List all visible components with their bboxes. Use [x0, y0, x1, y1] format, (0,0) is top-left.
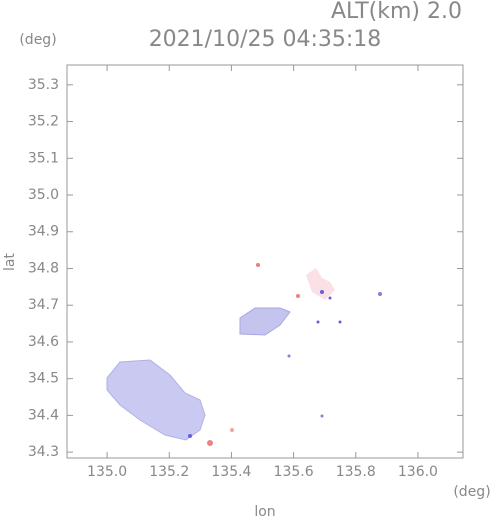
y-tick-label: 35.0 [28, 187, 59, 203]
y-tick-label: 34.4 [28, 407, 59, 423]
x-unit: (deg) [453, 484, 490, 500]
plot-frame [66, 64, 464, 459]
y-unit: (deg) [19, 32, 56, 48]
y-tick-label: 34.8 [28, 260, 59, 276]
y-tick-label: 35.3 [28, 77, 59, 93]
echo-spot [188, 434, 192, 438]
x-tick-label: 135.6 [274, 464, 314, 480]
x-tick-label: 135.0 [87, 464, 127, 480]
altitude-label: ALT(km) 2.0 [331, 0, 462, 24]
y-tick-label: 35.2 [28, 114, 59, 130]
x-tick-label: 136.0 [398, 464, 438, 480]
y-tick-label: 34.3 [28, 444, 59, 460]
x-axis-label: lon [254, 504, 275, 520]
y-tick-label: 34.6 [28, 334, 59, 350]
echo-spot [230, 428, 234, 432]
y-axis-label: lat [2, 253, 18, 271]
y-tick-label: 34.7 [28, 297, 59, 313]
echo-region [239, 307, 291, 336]
echo-field [106, 263, 382, 446]
echo-spot [320, 414, 324, 418]
echo-spot [328, 296, 332, 300]
echo-spot [296, 294, 300, 298]
echo-spot [320, 290, 324, 294]
x-tick-label: 135.4 [211, 464, 251, 480]
echo-region [106, 359, 206, 441]
chart-title: 2021/10/25 04:35:18 [149, 27, 382, 52]
y-tick-label: 34.5 [28, 371, 59, 387]
echo-spot [256, 263, 260, 267]
echo-spot [287, 354, 291, 358]
y-tick-label: 35.1 [28, 150, 59, 166]
echo-spot [316, 320, 320, 324]
echo-spot [378, 292, 382, 296]
x-tick-label: 135.8 [336, 464, 376, 480]
y-tick-label: 34.9 [28, 224, 59, 240]
echo-region [306, 268, 335, 300]
echo-spot [207, 440, 213, 446]
echo-spot [338, 320, 342, 324]
x-tick-label: 135.2 [149, 464, 189, 480]
